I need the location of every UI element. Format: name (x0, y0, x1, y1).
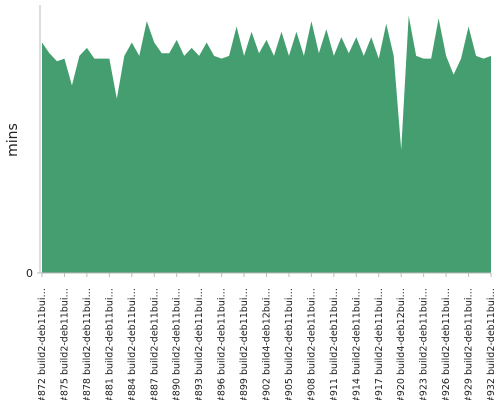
x-tick-label: #893 build2-deb11bui… (194, 288, 205, 400)
x-tick-label: #920 build4-deb12bui… (396, 288, 407, 400)
x-tick-label: #872 build2-deb11bui… (37, 288, 48, 400)
x-tick-label: #923 build2-deb11bui… (419, 288, 430, 400)
y-axis-label: mins (5, 123, 21, 157)
area (42, 15, 491, 273)
x-tick-label: #914 build2-deb11bui… (351, 288, 362, 400)
x-tick-label: #908 build2-deb11bui… (306, 288, 317, 400)
x-tick-label: #899 build2-deb11bui… (239, 288, 250, 400)
y-tick-label: 0 (26, 267, 33, 280)
x-tick-label: #884 build2-deb11bui… (127, 288, 138, 400)
x-tick-label: #929 build2-deb11bui… (464, 288, 475, 400)
x-tick-label: #911 build2-deb11bui… (329, 288, 340, 400)
x-tick-label: #887 build2-deb11bui… (149, 288, 160, 400)
x-tick-label: #917 build2-deb11bui… (374, 288, 385, 400)
x-tick-label: #881 build2-deb11bui… (104, 288, 115, 400)
x-tick-label: #932 build2-deb11bui… (486, 288, 497, 400)
x-tick-label: #878 build2-deb11bui… (82, 288, 93, 400)
x-tick-label: #902 build4-deb12bui… (262, 288, 273, 400)
x-tick-label: #875 build2-deb11bui… (59, 288, 70, 400)
x-tick-label: #896 build2-deb11bui… (217, 288, 228, 400)
x-tick-label: #926 build2-deb11bui… (441, 288, 452, 400)
x-tick-label: #905 build2-deb11bui… (284, 288, 295, 400)
x-tick-label: #890 build2-deb11bui… (172, 288, 183, 400)
